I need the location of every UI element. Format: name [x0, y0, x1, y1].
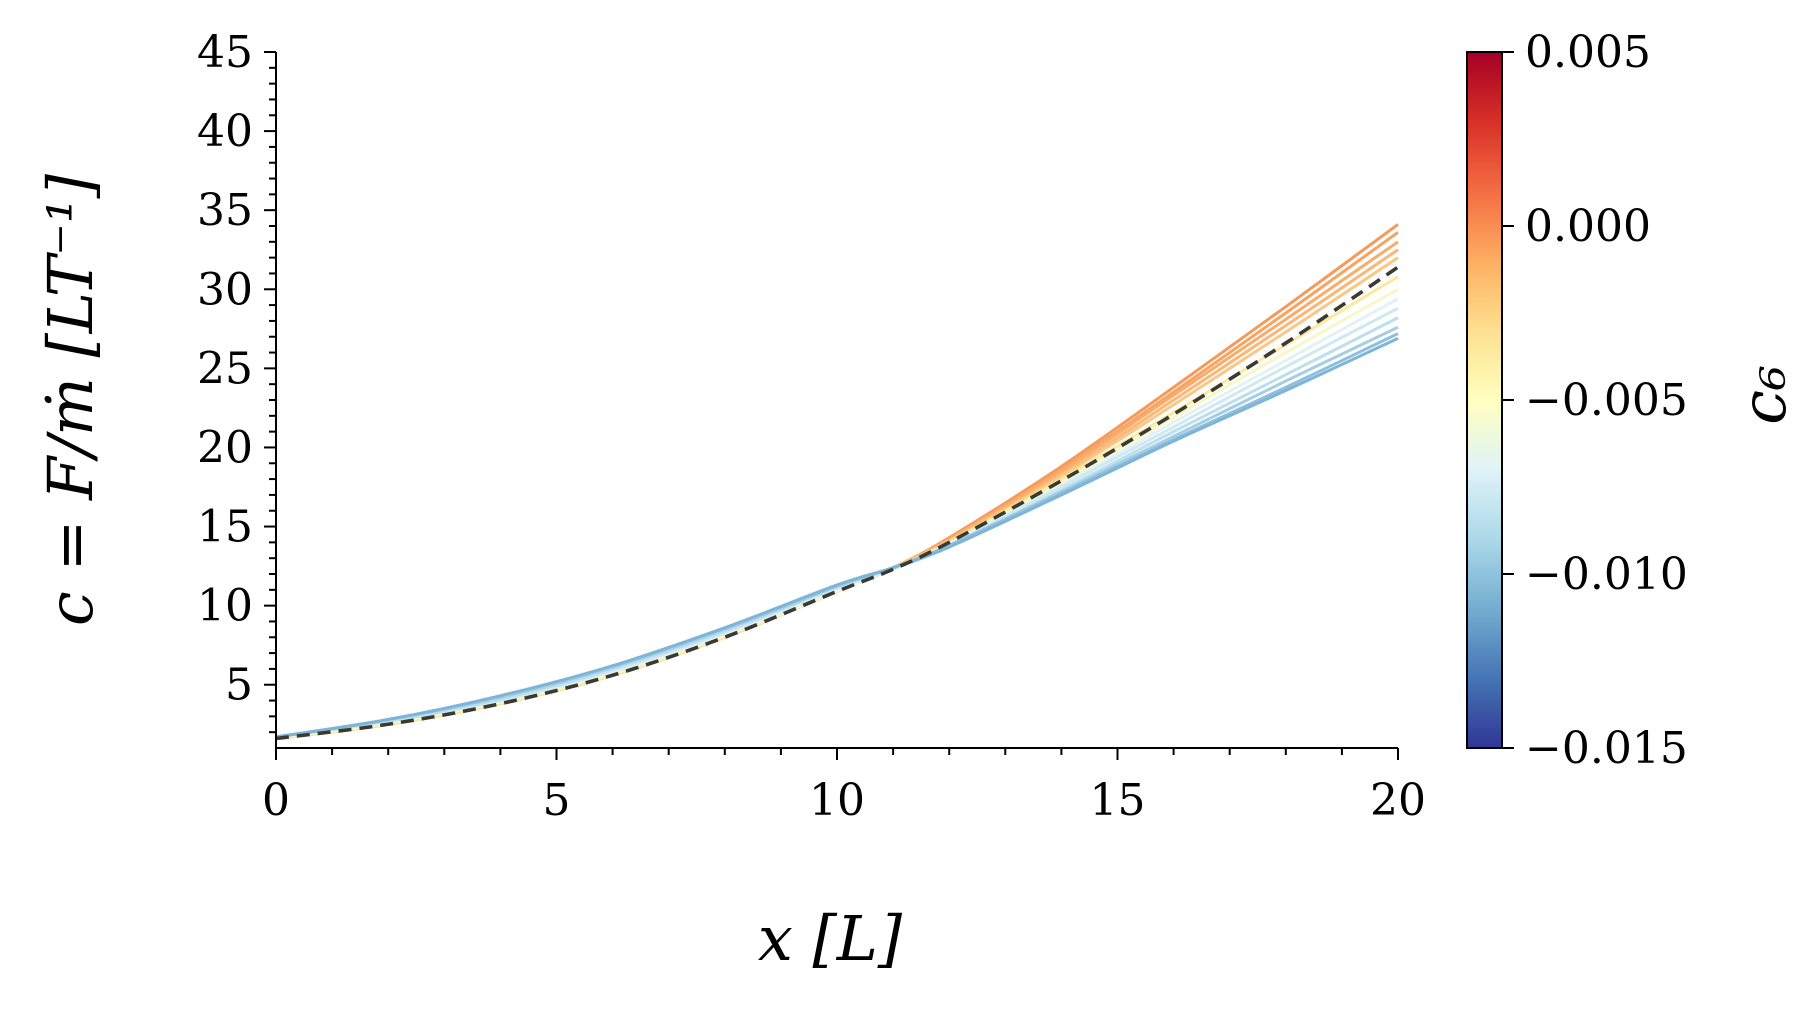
series-line-2	[275, 240, 1399, 740]
colorbar-tick-label: 0.000	[1525, 201, 1651, 252]
x-tick-label: 5	[543, 775, 571, 826]
y-tick-label: 25	[197, 343, 253, 394]
x-tick-label: 10	[809, 775, 865, 826]
series-line-0	[275, 223, 1399, 740]
series-line-8	[275, 306, 1399, 739]
y-tick-label: 10	[197, 581, 253, 632]
x-axis-label: x [L]	[758, 902, 903, 975]
colorbar-gradient	[1466, 51, 1503, 749]
y-tick-label: 35	[197, 185, 253, 236]
y-tick-label: 5	[225, 660, 253, 711]
series-line-3	[275, 248, 1399, 740]
y-tick-label: 45	[197, 27, 253, 78]
y-axis-label: c = F/ṁ [LT⁻¹]	[34, 173, 107, 626]
series-line-4	[275, 256, 1399, 740]
x-tick-label: 0	[262, 775, 290, 826]
series-line-11	[275, 332, 1399, 739]
series-line-reference-dashed	[275, 265, 1400, 741]
axes-layer: 0 5 10 15 20 5 10 15 20 25 30 35 40 45	[197, 27, 1426, 826]
series-layer	[275, 223, 1400, 741]
series-line-12	[275, 336, 1399, 739]
colorbar-tick-label: −0.010	[1525, 549, 1688, 600]
x-tick-label: 20	[1370, 775, 1426, 826]
y-tick-label: 15	[197, 502, 253, 553]
y-tick-label: 40	[197, 106, 253, 157]
y-tick-label: 20	[197, 422, 253, 473]
colorbar-label: c₆	[1727, 365, 1800, 425]
colorbar-tick-label: 0.005	[1525, 27, 1651, 78]
series-line-1	[275, 231, 1399, 740]
x-tick-label: 15	[1090, 775, 1146, 826]
colorbar-tick-label: −0.005	[1525, 375, 1688, 426]
series-line-10	[275, 325, 1399, 739]
colorbar: 0.005 0.000 −0.005 −0.010 −0.015	[1466, 27, 1688, 774]
y-tick-label: 30	[197, 264, 253, 315]
colorbar-tick-label: −0.015	[1525, 723, 1688, 774]
